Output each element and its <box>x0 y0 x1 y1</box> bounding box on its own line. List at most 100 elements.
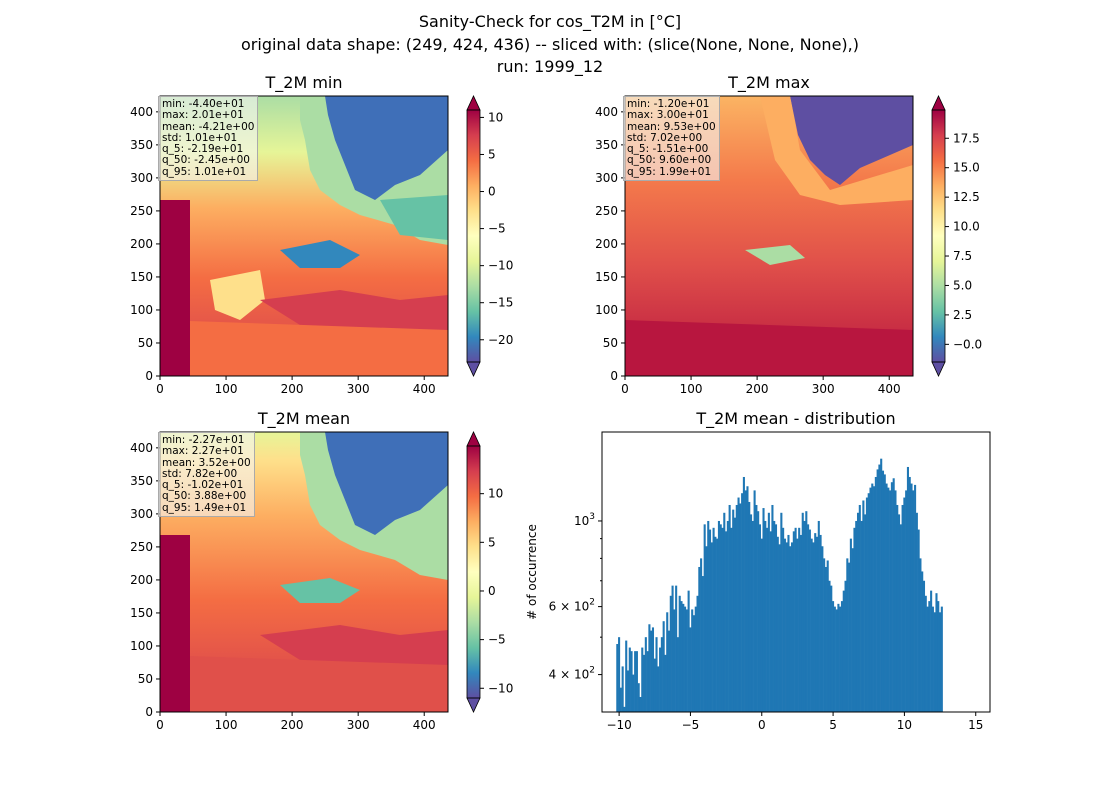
colorbar-tick-label: 5 <box>488 535 496 549</box>
y-tick-label: 350 <box>130 474 153 488</box>
colorbar-frame <box>466 109 481 363</box>
panel-title-distribution: T_2M mean - distribution <box>696 409 896 428</box>
histogram-bar <box>915 512 918 712</box>
histogram-bar <box>939 612 942 712</box>
histogram-bar <box>667 630 671 712</box>
histogram-bar <box>928 601 931 712</box>
histogram-bar <box>807 524 810 712</box>
histogram-bars <box>616 458 943 712</box>
colorbar-extend-max <box>466 95 481 111</box>
colorbar-tick-label: 5 <box>488 147 496 161</box>
histogram-bar <box>648 624 651 712</box>
y-tick-label: 0 <box>145 369 153 383</box>
histogram-bar <box>937 601 940 712</box>
axes-min: 0 100 200 300 400 0 50 100 150 200 250 300 350 400 <box>130 95 449 396</box>
y-tick-label: 250 <box>130 204 153 218</box>
histogram-bar <box>671 585 674 712</box>
stat-line: min: -4.40e+01 <box>162 98 245 110</box>
scandinavia-cold <box>790 96 913 185</box>
histogram-bar <box>819 534 822 712</box>
y-tick-label: 0 <box>145 705 153 719</box>
histogram-bar <box>707 520 710 712</box>
y-tick-label: 400 <box>130 441 153 455</box>
histogram-bar <box>685 609 688 712</box>
x-tick-label: 0 <box>156 382 164 396</box>
panel-title-min: T_2M min <box>265 73 343 92</box>
histogram-bar <box>823 558 826 712</box>
y-tick-label: 103 <box>574 512 595 528</box>
histogram-bar <box>691 609 694 712</box>
x-tick-label: 0 <box>621 382 629 396</box>
histogram-bar <box>687 590 690 712</box>
y-tick-label: 200 <box>595 237 618 251</box>
histogram-bar <box>684 606 687 712</box>
histogram-bar <box>817 520 820 712</box>
histogram-bar <box>794 527 797 712</box>
mediterranean <box>260 625 448 665</box>
histogram-bar <box>643 654 646 712</box>
histogram-bar <box>930 590 933 712</box>
histogram-bar <box>650 630 653 712</box>
stat-line: std: 7.82e+00 <box>162 467 238 480</box>
histogram-bar <box>742 476 745 712</box>
histogram-bar <box>798 527 801 712</box>
x-tick-label: 100 <box>680 382 703 396</box>
x-tick-label: 15 <box>968 718 983 732</box>
histogram-bar <box>853 527 856 712</box>
y-tick-label: 0 <box>610 369 618 383</box>
stat-line: max: 3.00e+01 <box>627 109 709 122</box>
histogram-bar <box>725 531 728 712</box>
mediterranean <box>260 290 448 330</box>
histogram-bar <box>737 497 740 712</box>
histogram-bar <box>905 490 908 712</box>
y-tick-label: 100 <box>595 303 618 317</box>
x-tick-label: 400 <box>878 382 901 396</box>
histogram-bar <box>746 486 749 712</box>
north-cool <box>760 96 913 205</box>
histogram-bar <box>726 520 729 712</box>
histogram-bar <box>682 603 685 712</box>
histogram-axes: −10 −5 0 5 10 15 4 × 102 6 × 102 103 # of occurre… <box>525 431 991 732</box>
east-cool <box>380 195 448 240</box>
histogram-bar <box>635 651 638 712</box>
histogram-bar <box>935 593 938 712</box>
y-tick-label: 300 <box>130 171 153 185</box>
histogram-bar <box>708 529 712 712</box>
stat-line: std: 7.02e+00 <box>627 131 703 144</box>
histogram-bar <box>910 483 913 712</box>
colorbar-mean: −10 −5 0 5 10 <box>466 431 513 713</box>
histogram-bar <box>906 466 909 712</box>
histogram-bar <box>657 666 660 712</box>
iberia <box>210 270 265 320</box>
histogram-bar <box>814 533 817 712</box>
colorbar-extend-max <box>931 95 946 111</box>
colorbar-max: −0.0 2.5 5.0 7.5 10.0 12.5 15.0 17.5 <box>931 95 982 377</box>
alps-cold <box>280 578 360 603</box>
x-tick-label: 300 <box>347 382 370 396</box>
histogram-bar <box>903 497 906 712</box>
histogram-bar <box>808 529 811 712</box>
y-tick-label: 100 <box>130 639 153 653</box>
figure-title-line-2: original data shape: (249, 424, 436) -- … <box>241 35 859 54</box>
colorbar-frame <box>466 445 481 699</box>
histogram-bar <box>869 487 872 712</box>
histogram-bar <box>680 601 683 712</box>
histogram-bar <box>848 562 851 712</box>
colorbar-tick-label: −0.0 <box>953 337 982 351</box>
colorbar-tick-label: 12.5 <box>953 190 980 204</box>
histogram-bar <box>897 514 901 712</box>
x-tick-label: 200 <box>746 382 769 396</box>
histogram-bar <box>940 606 943 712</box>
scandinavia-cold <box>325 432 448 535</box>
y-tick-label: 300 <box>595 171 618 185</box>
histogram-bar <box>839 606 842 712</box>
histogram-bar <box>801 512 804 712</box>
stats-box-min: min: -4.40e+01 max: 2.01e+01 mean: -4.21… <box>158 96 259 182</box>
stat-line: q_95: 1.01e+01 <box>162 165 247 178</box>
histogram-bar <box>785 542 788 712</box>
scandinavia-cold <box>325 96 448 200</box>
histogram-bar <box>692 615 696 712</box>
histogram-bar <box>912 490 915 712</box>
y-tick-label: 50 <box>603 336 618 350</box>
x-tick-label: 300 <box>812 382 835 396</box>
